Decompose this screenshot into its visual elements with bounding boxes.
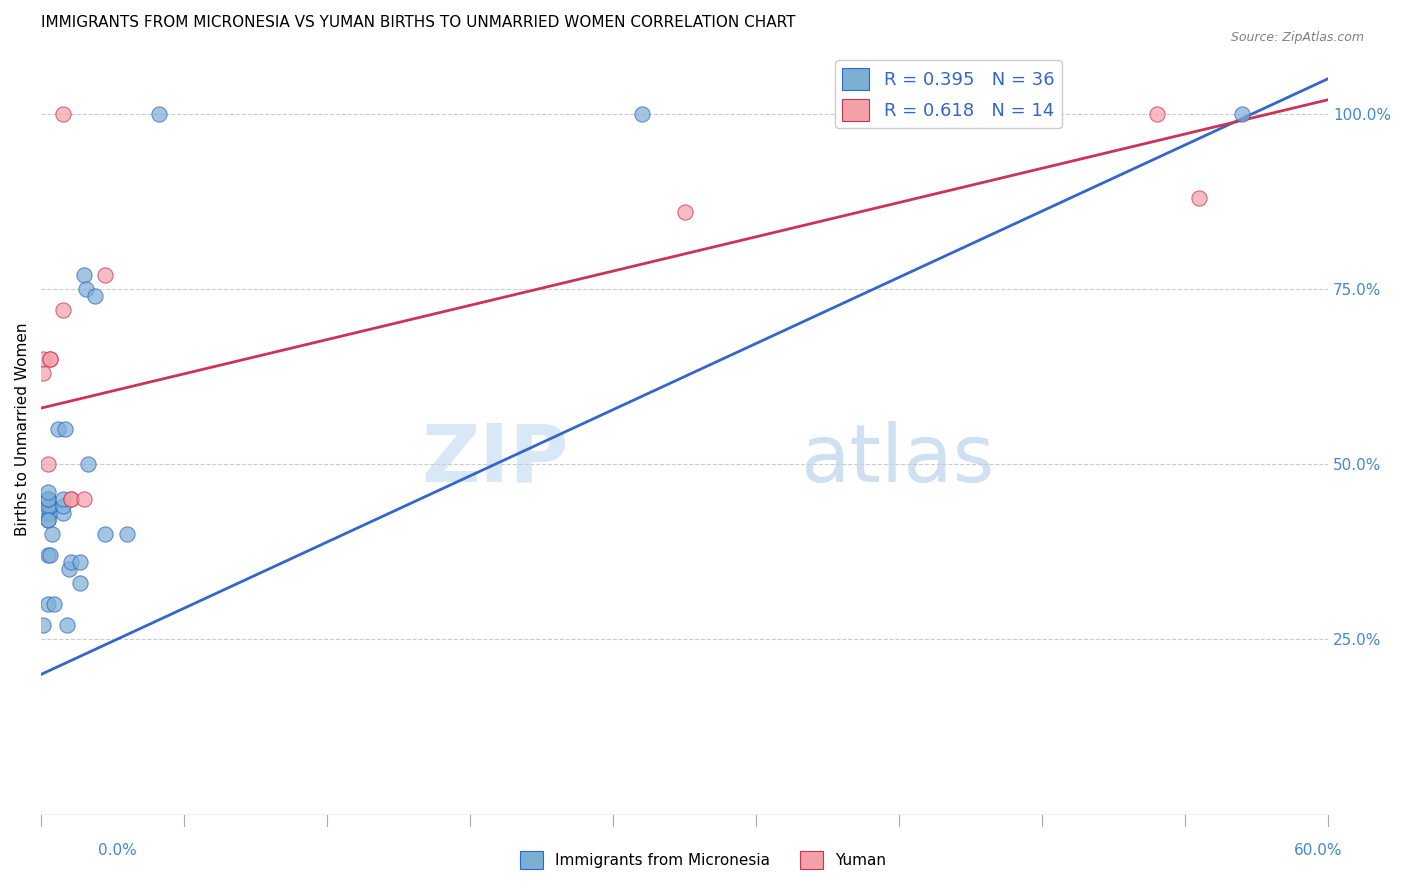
Text: IMMIGRANTS FROM MICRONESIA VS YUMAN BIRTHS TO UNMARRIED WOMEN CORRELATION CHART: IMMIGRANTS FROM MICRONESIA VS YUMAN BIRT… <box>41 15 796 30</box>
Point <box>37 492 59 507</box>
Point <box>73 492 96 507</box>
Point <box>37 485 59 500</box>
Point <box>38 499 60 513</box>
Point <box>37 492 59 507</box>
Point <box>673 205 696 219</box>
Point <box>34 506 56 520</box>
Point <box>115 527 138 541</box>
Point <box>37 548 59 562</box>
Text: Source: ZipAtlas.com: Source: ZipAtlas.com <box>1230 31 1364 45</box>
Point <box>69 555 91 569</box>
Y-axis label: Births to Unmarried Women: Births to Unmarried Women <box>15 322 30 536</box>
Point <box>77 457 100 471</box>
Point <box>69 576 91 591</box>
Point <box>41 527 63 541</box>
Point <box>37 457 59 471</box>
Point <box>83 289 105 303</box>
Point <box>94 268 117 282</box>
Point <box>38 352 60 367</box>
Point <box>38 352 60 367</box>
Point <box>46 422 69 436</box>
Point <box>60 555 83 569</box>
Text: 0.0%: 0.0% <box>98 843 138 858</box>
Point <box>53 422 76 436</box>
Point <box>32 618 55 632</box>
Point <box>1188 191 1211 205</box>
Point <box>32 366 55 380</box>
Point <box>75 282 97 296</box>
Point <box>148 107 170 121</box>
Point <box>60 492 83 507</box>
Point <box>38 548 60 562</box>
Point <box>1146 107 1168 121</box>
Point <box>34 506 56 520</box>
Legend: R = 0.395   N = 36, R = 0.618   N = 14: R = 0.395 N = 36, R = 0.618 N = 14 <box>835 61 1062 128</box>
Point <box>1232 107 1254 121</box>
Text: 60.0%: 60.0% <box>1295 843 1343 858</box>
Legend: Immigrants from Micronesia, Yuman: Immigrants from Micronesia, Yuman <box>513 845 893 875</box>
Point <box>630 107 652 121</box>
Point <box>51 499 73 513</box>
Point <box>37 499 59 513</box>
Point <box>60 492 83 507</box>
Point <box>32 352 55 367</box>
Point <box>37 513 59 527</box>
Point <box>37 513 59 527</box>
Point <box>94 527 117 541</box>
Point <box>51 107 73 121</box>
Point <box>51 506 73 520</box>
Point <box>51 303 73 318</box>
Point <box>887 107 910 121</box>
Text: atlas: atlas <box>800 421 995 499</box>
Point <box>73 268 96 282</box>
Text: ZIP: ZIP <box>422 421 569 499</box>
Point <box>38 506 60 520</box>
Point <box>58 562 80 576</box>
Point <box>42 597 65 611</box>
Point <box>56 618 79 632</box>
Point <box>51 492 73 507</box>
Point <box>37 597 59 611</box>
